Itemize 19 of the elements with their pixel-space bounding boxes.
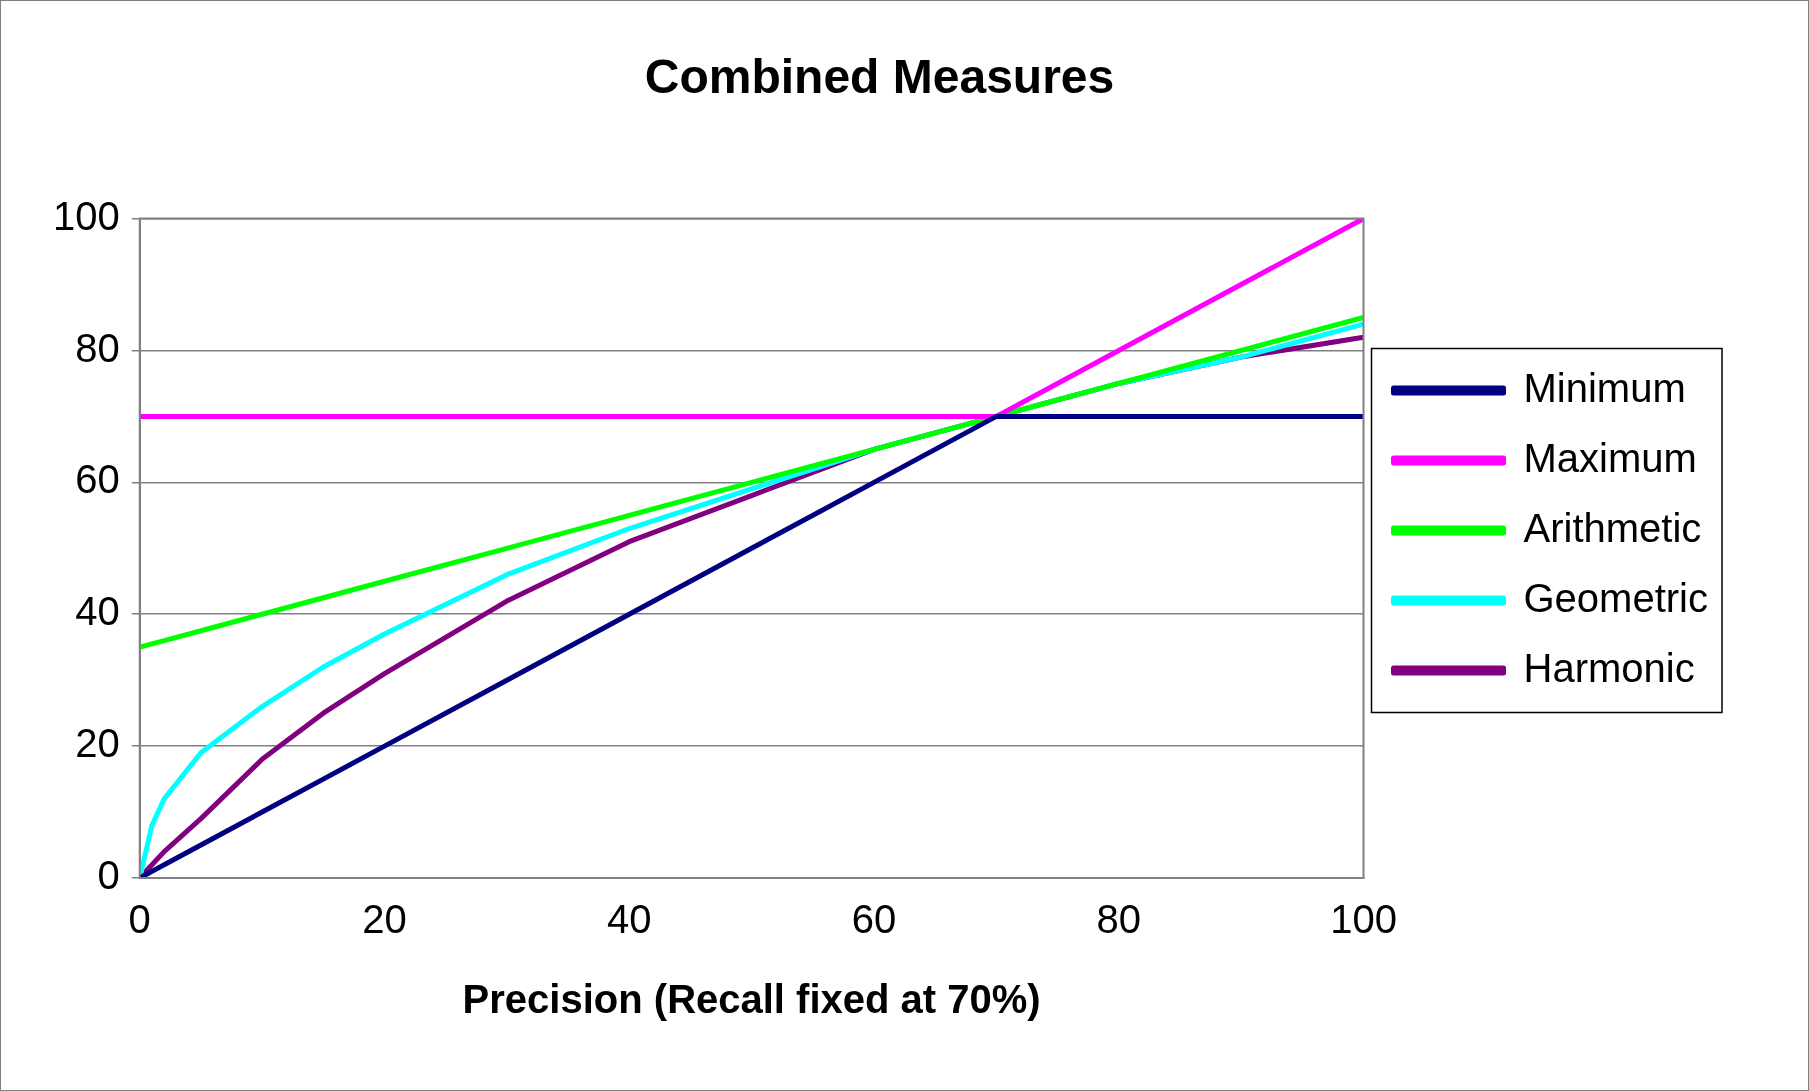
x-tick-label: 60 [851,897,897,942]
y-tick-label: 40 [75,589,120,634]
x-tick-label: 20 [362,897,407,942]
x-tick-label: 40 [607,897,652,942]
x-axis-title: Precision (Recall fixed at 70%) [462,977,1041,1022]
x-tick-label: 80 [1096,897,1141,942]
legend-label: Maximum [1523,435,1697,480]
x-tick-label: 0 [128,897,151,942]
y-tick-label: 20 [75,721,120,766]
y-tick-label: 60 [75,457,120,502]
x-tick-label: 100 [1330,897,1397,942]
y-tick-label: 100 [52,193,120,238]
legend-label: Minimum [1523,365,1686,410]
y-tick-label: 0 [97,853,120,898]
legend-label: Arithmetic [1523,505,1702,550]
chart-title: Combined Measures [644,50,1115,104]
legend-label: Harmonic [1523,645,1695,690]
legend-label: Geometric [1523,575,1709,620]
y-tick-label: 80 [75,325,120,370]
